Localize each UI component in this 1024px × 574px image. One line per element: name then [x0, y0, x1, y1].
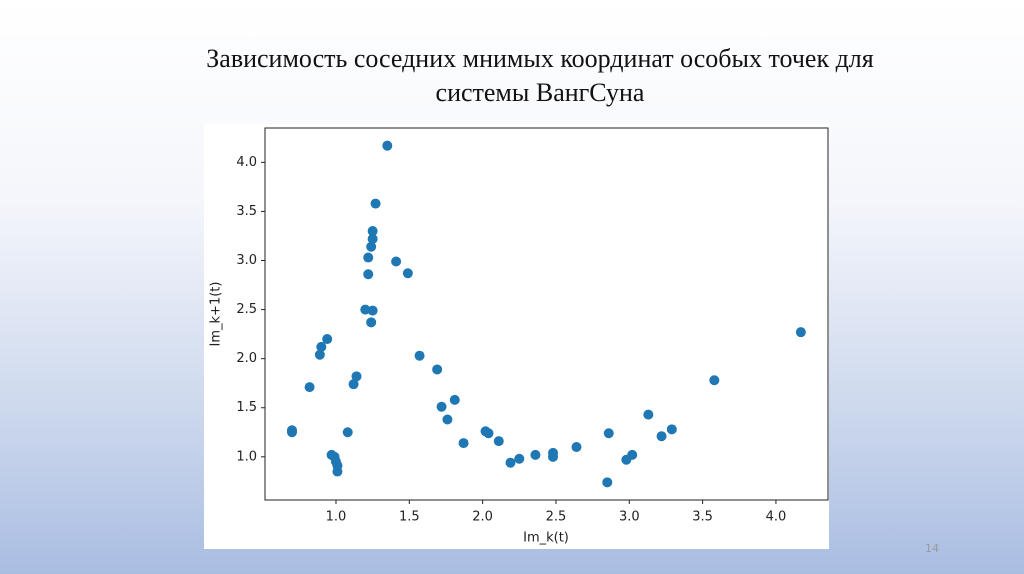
scatter-point — [342, 427, 353, 438]
x-tick-label: 4.0 — [766, 510, 787, 525]
scatter-point — [360, 304, 371, 315]
scatter-point — [709, 375, 720, 386]
scatter-point — [548, 451, 559, 462]
x-tick-label: 2.0 — [472, 510, 493, 525]
scatter-point — [458, 438, 469, 449]
y-tick-label: 3.5 — [236, 204, 257, 219]
scatter-point — [656, 431, 667, 442]
scatter-point — [348, 379, 359, 390]
scatter-point — [603, 428, 614, 439]
x-axis-label: Im_k(t) — [523, 531, 569, 546]
y-tick-label: 2.0 — [236, 351, 257, 366]
scatter-point — [414, 350, 425, 361]
scatter-point — [382, 140, 393, 151]
scatter-point — [505, 457, 516, 468]
scatter-point — [366, 241, 377, 252]
scatter-point — [432, 364, 443, 375]
scatter-point — [442, 414, 453, 425]
x-tick-label: 3.5 — [692, 510, 713, 525]
scatter-point — [363, 269, 374, 280]
chart-background — [204, 124, 829, 549]
x-tick-label: 1.0 — [326, 510, 347, 525]
scatter-point — [314, 349, 325, 360]
scatter-point — [795, 327, 806, 338]
scatter-point — [402, 268, 413, 279]
scatter-point — [530, 449, 541, 460]
scatter-point — [363, 252, 374, 263]
scatter-point — [514, 453, 525, 464]
scatter-point — [332, 466, 343, 477]
scatter-point — [643, 409, 654, 420]
scatter-point — [316, 341, 327, 352]
scatter-point — [366, 317, 377, 328]
slide-title-line: системы ВангСуна — [435, 78, 645, 107]
y-axis-label: Im_k+1(t) — [209, 282, 224, 347]
scatter-point — [493, 436, 504, 447]
scatter-point — [627, 449, 638, 460]
page-number: 14 — [925, 542, 939, 555]
scatter-point — [322, 334, 333, 345]
y-tick-label: 2.5 — [236, 302, 257, 317]
scatter-point — [666, 424, 677, 435]
scatter-point — [304, 382, 315, 393]
scatter-point — [602, 477, 613, 488]
scatter-point — [367, 233, 378, 244]
slide-title-line: Зависимость соседних мнимых координат ос… — [206, 44, 874, 73]
x-tick-label: 2.5 — [546, 510, 567, 525]
y-tick-label: 1.5 — [236, 400, 257, 415]
scatter-point — [571, 441, 582, 452]
plot-frame — [264, 127, 829, 501]
scatter-point — [286, 425, 297, 436]
scatter-point — [370, 198, 381, 209]
x-tick-label: 3.0 — [619, 510, 640, 525]
scatter-point — [436, 401, 447, 412]
x-tick-label: 1.5 — [399, 510, 420, 525]
y-tick-label: 1.0 — [236, 449, 257, 464]
scatter-point — [391, 256, 402, 267]
scatter-point — [367, 226, 378, 237]
y-tick-label: 4.0 — [236, 155, 257, 170]
y-tick-label: 3.0 — [236, 253, 257, 268]
scatter-point — [483, 428, 494, 439]
scatter-point — [367, 305, 378, 316]
scatter-point — [449, 394, 460, 405]
scatter-point — [351, 371, 362, 382]
